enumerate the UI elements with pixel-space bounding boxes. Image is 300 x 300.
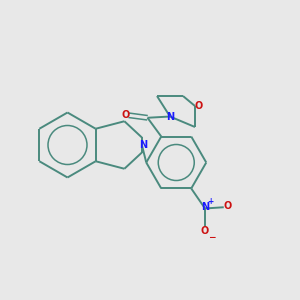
Text: −: − — [208, 233, 216, 242]
Text: N: N — [139, 140, 147, 150]
Text: O: O — [201, 226, 209, 236]
Text: O: O — [224, 201, 232, 211]
Text: N: N — [167, 112, 175, 122]
Text: +: + — [207, 197, 214, 206]
Text: O: O — [122, 110, 130, 120]
Text: N: N — [201, 202, 209, 212]
Text: O: O — [195, 101, 203, 111]
